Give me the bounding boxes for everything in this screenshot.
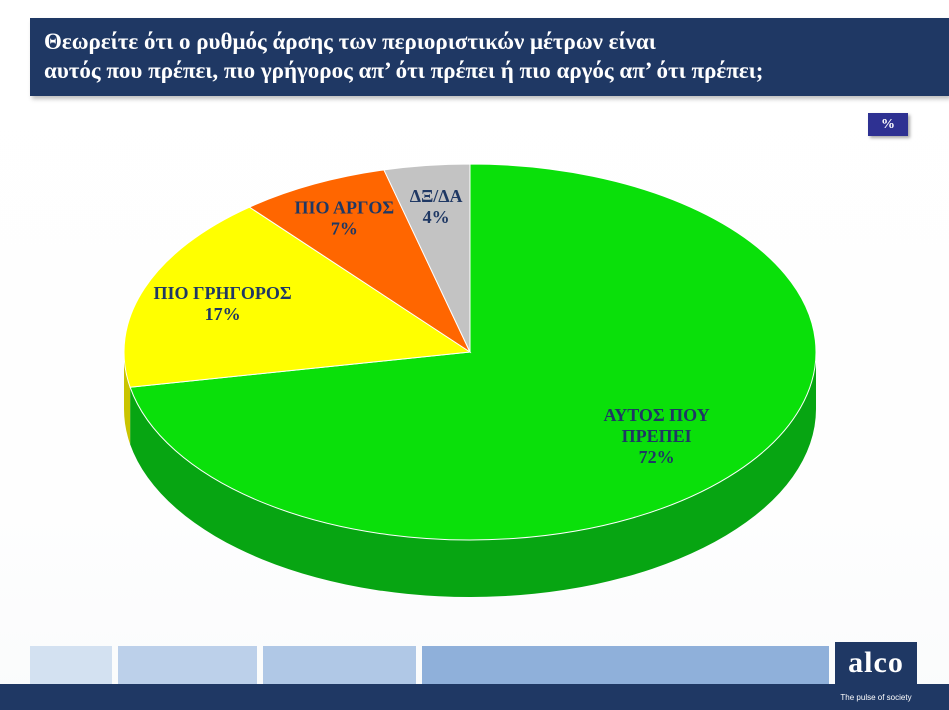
pie-slice-side — [124, 352, 131, 445]
footer-bar-2 — [118, 646, 257, 684]
footer-bar-3 — [263, 646, 416, 684]
footer-decoration-bars — [30, 646, 835, 684]
alco-logo-text: alco — [848, 646, 904, 679]
bottom-strip — [0, 684, 949, 710]
question-line-2: αυτός που πρέπει, πιο γρήγορος απ’ ότι π… — [44, 58, 764, 83]
percent-unit-badge: % — [868, 113, 908, 136]
pie-slice-label-3: ΔΞ/ΔΑ 4% — [410, 186, 463, 227]
pie-slice-label-0: ΑΥΤΟΣ ΠΟΥ ΠΡΕΠΕΙ 72% — [604, 405, 710, 467]
footer-bar-4 — [422, 646, 829, 684]
logo-tagline: The pulse of society — [840, 693, 912, 702]
pie-slice-2 — [248, 169, 472, 354]
pie-slice-label-2: ΠΙΟ ΑΡΓΟΣ 7% — [294, 197, 394, 238]
pie-slice-label-1: ΠΙΟ ΓΡΗΓΟΡΟΣ 17% — [153, 283, 291, 324]
pie-slice-3 — [383, 163, 471, 353]
alco-logo: alco — [835, 642, 917, 684]
pie-slice-0 — [129, 163, 817, 541]
question-line-1: Θεωρείτε ότι ο ρυθμός άρσης των περιορισ… — [44, 29, 656, 54]
pie-slice-1 — [123, 206, 472, 388]
question-title-bar: Θεωρείτε ότι ο ρυθμός άρσης των περιορισ… — [30, 18, 949, 96]
pie-slice-side — [130, 352, 817, 598]
footer-bar-1 — [30, 646, 112, 684]
